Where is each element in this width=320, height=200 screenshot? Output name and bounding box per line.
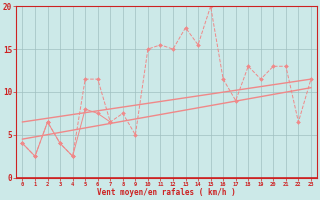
X-axis label: Vent moyen/en rafales ( km/h ): Vent moyen/en rafales ( km/h ) <box>97 188 236 197</box>
